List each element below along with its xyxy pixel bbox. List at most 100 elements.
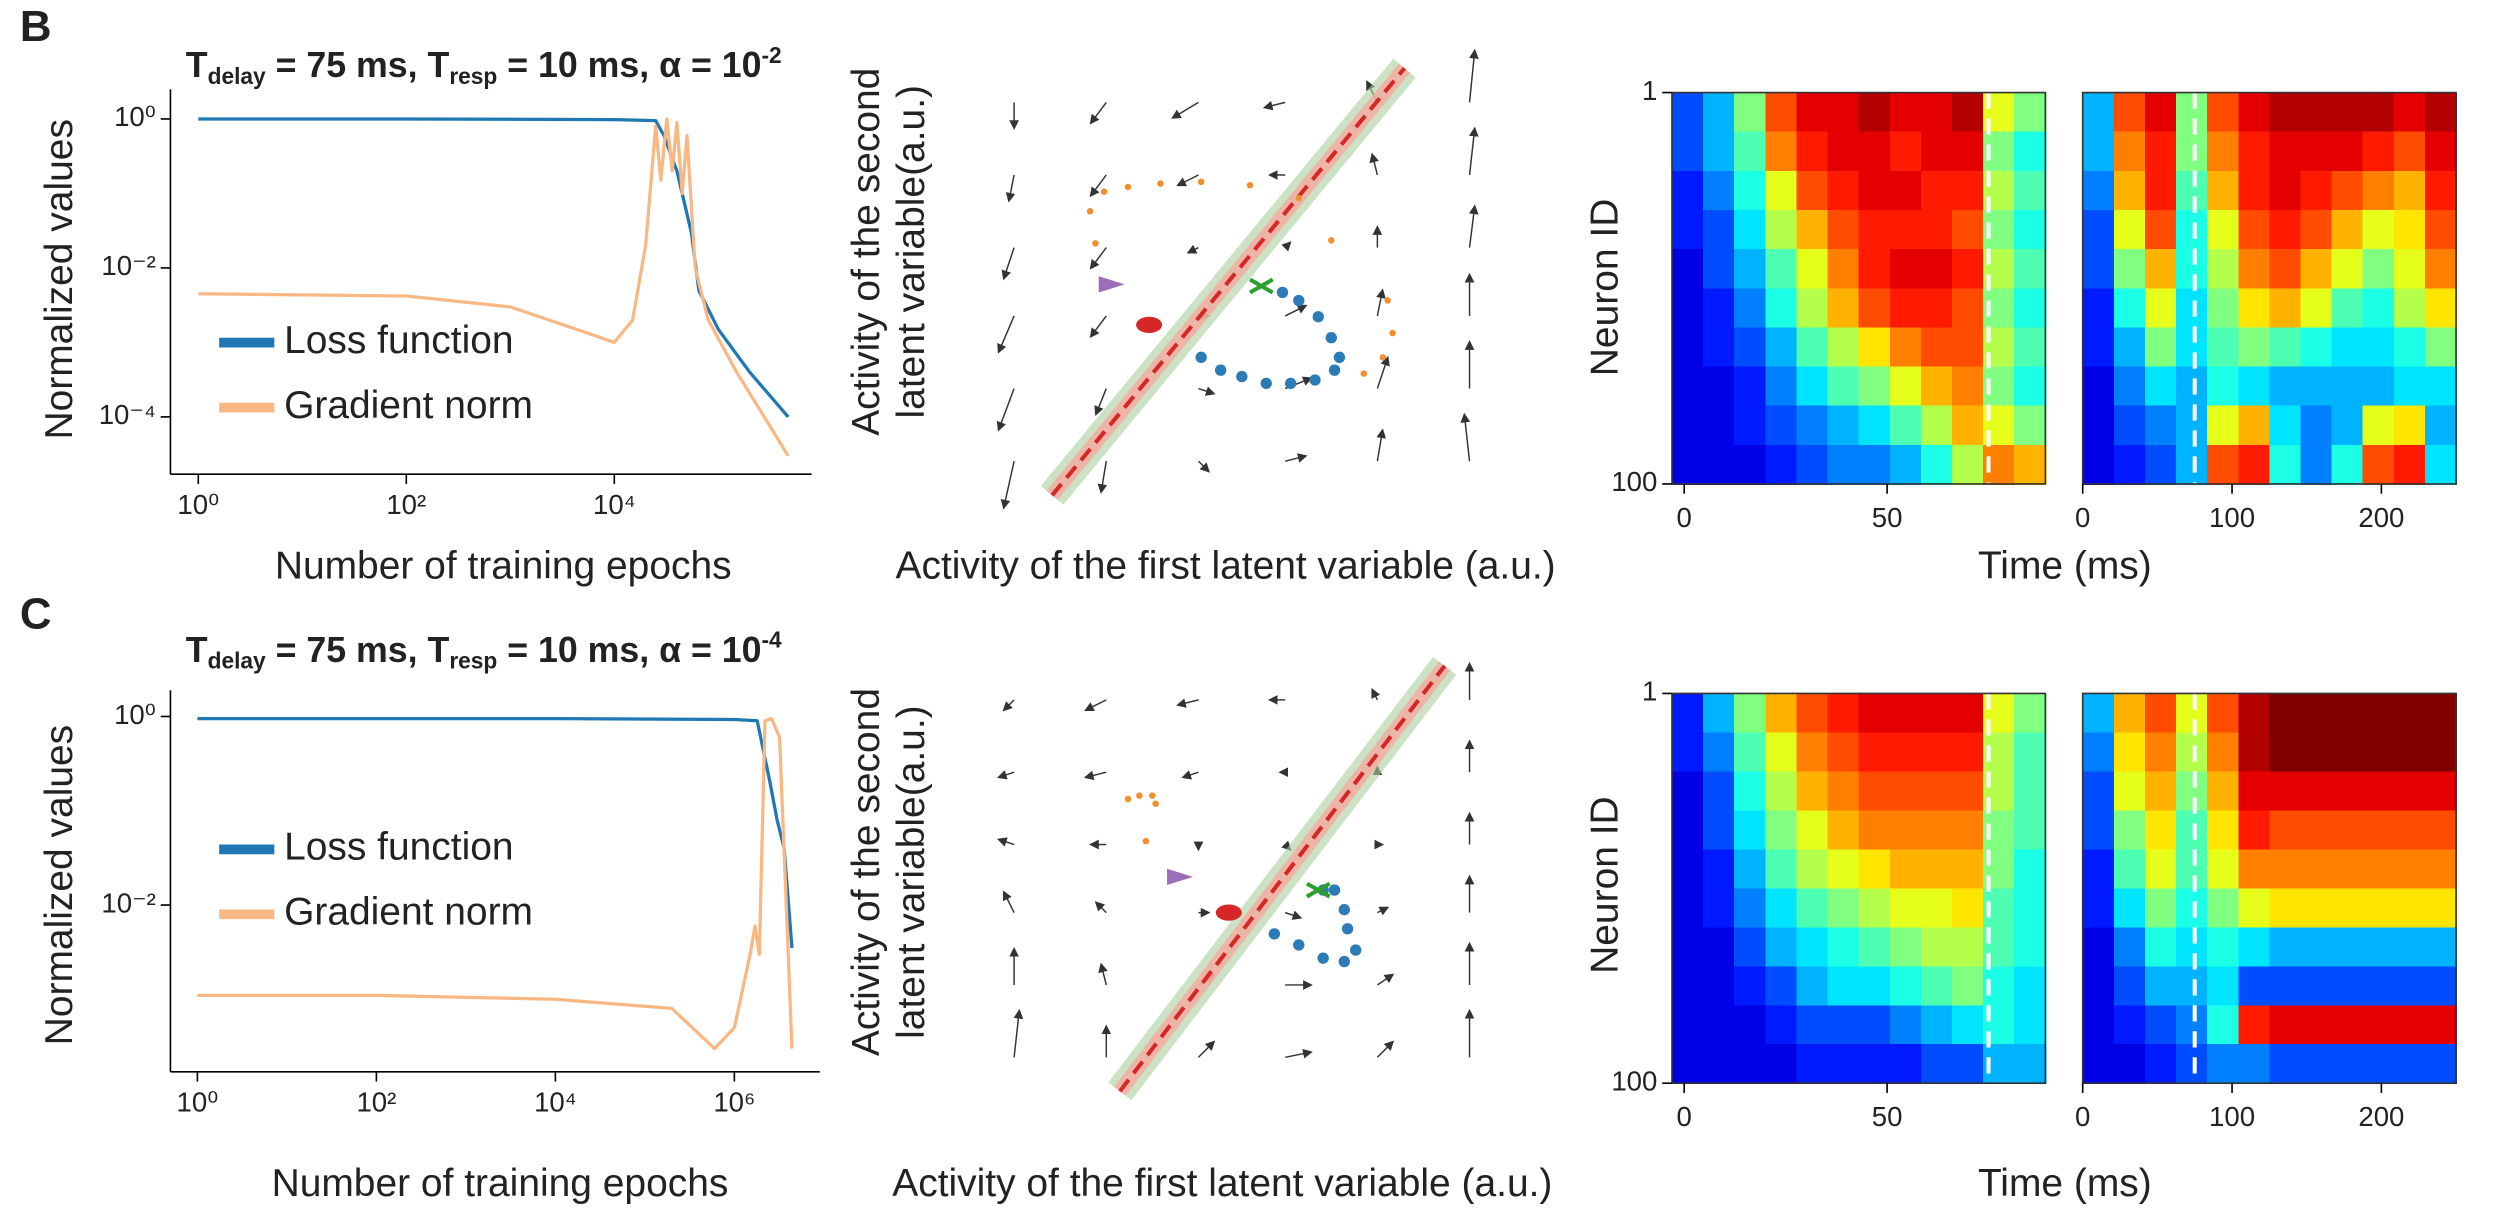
heatmap-cell (2424, 131, 2458, 172)
title-part: T (186, 46, 208, 86)
heatmap-cell (2269, 888, 2302, 929)
heatmap-cell (2393, 927, 2426, 968)
series-line (197, 716, 794, 1051)
trajectory-point (1293, 294, 1305, 307)
heatmap-cell (1827, 170, 1860, 211)
heatmap-cell (2144, 366, 2178, 407)
heatmap-cell (2424, 732, 2458, 773)
x-axis-label: Time (ms) (1978, 545, 2152, 588)
heatmap-cell (2014, 444, 2047, 485)
x-tick-label: 0 (1676, 502, 1691, 533)
heatmap-cell (2269, 249, 2302, 290)
vector-arrow (996, 837, 1015, 847)
heatmap-cell (1858, 771, 1891, 812)
heatmap-cell (1889, 249, 1922, 290)
heatmap-cell (2300, 888, 2333, 929)
title-part: delay (208, 63, 266, 89)
heatmap-cell (1672, 249, 1705, 290)
x-tick-label: 50 (1872, 502, 1903, 533)
heatmap-cell (2269, 849, 2302, 890)
heatmap-cell (1952, 849, 1985, 890)
legend-label: Gradient norm (284, 891, 533, 934)
trajectory-point (1142, 837, 1150, 845)
heatmap-cell (1920, 288, 1953, 329)
trajectory-point (1124, 183, 1132, 191)
heatmap-cell (1734, 888, 1767, 929)
heatmap-cell (2144, 693, 2178, 734)
heatmap-cell (2300, 288, 2333, 329)
heatmap-cell (2113, 170, 2146, 211)
y-tick-label: 10⁻⁴ (99, 399, 156, 430)
heatmap-cell (1672, 131, 1705, 172)
heatmap-cell (2144, 288, 2178, 329)
heatmap-cell (1796, 927, 1829, 968)
heatmap-cell (1765, 966, 1798, 1007)
panel-label: C (20, 590, 52, 639)
heatmap-cell (2424, 771, 2458, 812)
heatmap-cell (1672, 405, 1705, 446)
heatmap-cell (1952, 92, 1985, 133)
heatmap-cell (2207, 810, 2240, 851)
heatmap-cell (1672, 888, 1705, 929)
heatmap-cell (1703, 327, 1736, 368)
heatmap-cell (2300, 170, 2333, 211)
vector-arrow (1285, 453, 1308, 463)
heatmap-cell (2238, 732, 2271, 773)
heatmap-cell (2331, 170, 2364, 211)
heatmap-cell (1889, 405, 1922, 446)
trajectory-point (1328, 364, 1341, 376)
heatmap-cell (1827, 444, 1860, 485)
heatmap-cell (2144, 209, 2178, 251)
heatmap-cell (2269, 1044, 2302, 1085)
heatmap-cell (2176, 732, 2209, 773)
heatmap-cell (1765, 732, 1798, 773)
trajectory-point (1136, 792, 1143, 799)
heatmap-cell (2144, 810, 2178, 851)
heatmap-cell (1672, 1044, 1705, 1085)
heatmap-cell (1672, 966, 1705, 1007)
heatmap-cell (2014, 810, 2047, 851)
heatmap-cell (1858, 131, 1891, 172)
trajectory-point (1379, 354, 1387, 361)
heatmap-cell (2300, 966, 2333, 1007)
x-tick-label: 10⁰ (177, 489, 219, 520)
trajectory-point (1338, 903, 1350, 916)
heatmap-cell (1858, 249, 1891, 290)
x-tick-label: 100 (2209, 502, 2255, 533)
heatmap-cell (1703, 888, 1736, 929)
heatmap-cell (2331, 366, 2364, 407)
heatmap-cell (2176, 444, 2209, 485)
heatmap-cell (2269, 927, 2302, 968)
x-axis-label: Time (ms) (1978, 1162, 2152, 1205)
heatmap-cell (1796, 966, 1829, 1007)
heatmap-cell (1889, 92, 1922, 133)
heatmap-cell (1734, 810, 1767, 851)
heatmap-cell (2238, 444, 2271, 485)
heatmap-cell (2176, 92, 2209, 133)
heatmap-cell (2362, 849, 2395, 890)
heatmap-cell (2393, 366, 2426, 407)
heatmap-cell (2014, 405, 2047, 446)
vector-arrow (1376, 973, 1395, 986)
heatmap-cell (1952, 131, 1985, 172)
vector-arrow (1013, 1008, 1024, 1058)
trajectory-point (1333, 351, 1346, 364)
heatmap-cell (2393, 732, 2426, 773)
heatmap-cell (2082, 366, 2115, 407)
heatmap-cell (1889, 771, 1922, 812)
heatmap-cell (1672, 92, 1705, 133)
heatmap-cell (2269, 693, 2302, 734)
vector-arrow (997, 315, 1015, 354)
heatmap-cell (2238, 249, 2271, 290)
heatmap-cell (2082, 249, 2115, 290)
heatmap-cell (1703, 288, 1736, 329)
heatmap-cell (1858, 405, 1891, 446)
x-tick-label: 0 (1676, 1101, 1691, 1132)
heatmap-cell (2393, 1044, 2426, 1085)
heatmap-cell (2207, 732, 2240, 773)
heatmap-cell (1920, 1044, 1953, 1085)
heatmap-cell (1796, 888, 1829, 929)
heatmap-cell (1672, 366, 1705, 407)
vector-arrow (1197, 1040, 1216, 1058)
heatmap-cell (1703, 966, 1736, 1007)
